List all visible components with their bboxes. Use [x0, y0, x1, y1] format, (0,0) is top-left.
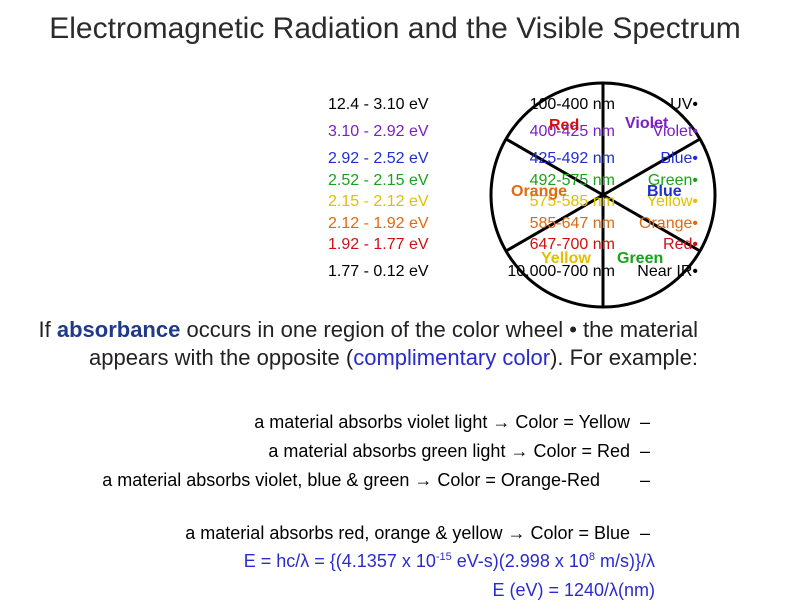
nm-range-orange: 585-647 nm: [529, 215, 615, 232]
nm-range-red: 647-700 nm: [529, 236, 615, 253]
nm-range-green: 492-575 nm: [529, 172, 615, 189]
label-orange: Orange•: [639, 215, 698, 232]
ev-range-near-ir: 1.77 - 0.12 eV: [328, 263, 429, 280]
ev-range-yellow: 2.15 - 2.12 eV: [328, 193, 429, 210]
label-near-ir: Near IR•: [637, 263, 698, 280]
label-uv: UV•: [670, 96, 698, 113]
wheel-label-green: Green: [617, 250, 664, 267]
wheel-label-red: Red: [549, 117, 580, 134]
wheel-label-violet: Violet: [625, 115, 669, 132]
absorbance-paragraph: If absorbance occurs in one region of th…: [38, 317, 699, 370]
wheel-label-orange: Orange: [511, 183, 568, 200]
absorbance-term: absorbance: [56, 317, 181, 342]
nm-range-blue: 425-492 nm: [529, 150, 615, 167]
label-green: Green•: [647, 172, 698, 189]
ev-range-uv: 12.4 - 3.10 eV: [328, 96, 429, 113]
page-title: Electromagnetic Radiation and the Visibl…: [49, 12, 741, 45]
label-violet: Violet•: [652, 123, 698, 140]
wheel-label-blue: Blue: [647, 183, 682, 200]
label-red: Red•: [663, 236, 698, 253]
nm-range-uv: 100-400 nm: [529, 96, 615, 113]
label-yellow: Yellow•: [646, 193, 698, 210]
example-violet-blue-green: a material absorbs violet, blue & green …: [102, 470, 600, 490]
label-blue: Blue•: [660, 150, 698, 167]
example-violet: a material absorbs violet light → Color …: [254, 412, 630, 432]
nm-range-violet: 400-425 nm: [529, 123, 615, 140]
ev-range-green: 2.52 - 2.15 eV: [328, 172, 429, 189]
example-dash: –: [640, 441, 651, 461]
nm-range-near-ir: 10,000-700 nm: [507, 263, 615, 280]
example-green: a material absorbs green light → Color =…: [268, 441, 630, 461]
example-dash: –: [640, 523, 651, 543]
ev-range-red: 1.92 - 1.77 eV: [328, 236, 429, 253]
wheel-label-yellow: Yellow: [541, 250, 591, 267]
color-wheel: [489, 81, 717, 309]
nm-range-yellow: 575-585 nm: [529, 193, 615, 210]
energy-shortcut-equation: E (eV) = 1240/λ(nm): [492, 580, 655, 600]
ev-range-orange: 2.12 - 1.92 eV: [328, 215, 429, 232]
ev-range-violet: 3.10 - 2.92 eV: [328, 123, 429, 140]
example-dash: –: [640, 470, 651, 490]
example-red-orange-yellow: a material absorbs red, orange & yellow …: [185, 523, 630, 543]
example-dash: –: [640, 412, 651, 432]
ev-range-blue: 2.92 - 2.52 eV: [328, 150, 429, 167]
energy-equation: E = hc/λ = {(4.1357 x 10-15 eV-s)(2.998 …: [243, 551, 655, 571]
complimentary-color-term: complimentary color: [353, 345, 551, 370]
